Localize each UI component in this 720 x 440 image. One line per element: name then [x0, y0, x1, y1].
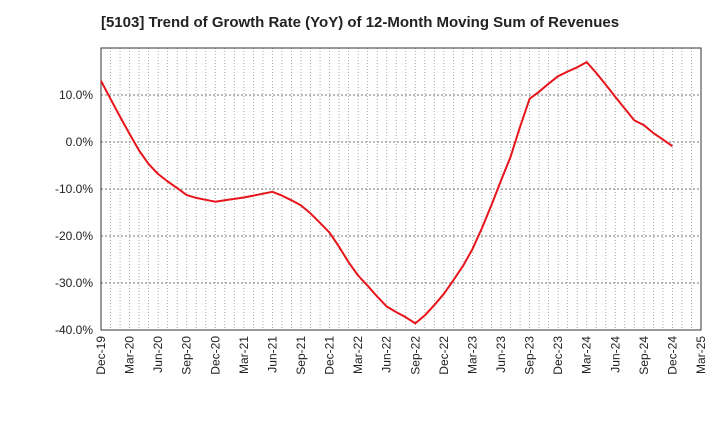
x-tick-label: Sep-23	[523, 336, 537, 375]
series-layer	[100, 61, 673, 325]
y-tick-label: -30.0%	[55, 276, 93, 290]
x-tick-label: Mar-24	[580, 336, 594, 374]
x-axis-tick-labels: Dec-19 Mar-20 Jun-20 Sep-20 Dec-20 Mar-21 Jun-…	[94, 336, 708, 375]
x-tick-label: Jun-21	[265, 336, 279, 373]
x-tick-label: Mar-22	[351, 336, 365, 374]
chart-title: [5103] Trend of Growth Rate (YoY) of 12-…	[100, 14, 620, 31]
x-tick-label: Sep-24	[637, 336, 651, 375]
x-tick-label: Dec-24	[665, 336, 679, 375]
x-tick-label: Dec-23	[551, 336, 565, 375]
x-tick-label: Mar-21	[237, 336, 251, 374]
x-tick-label: Sep-22	[408, 336, 422, 375]
y-tick-label: 10.0%	[59, 88, 93, 102]
series-line	[100, 61, 673, 325]
plot-area-border	[100, 47, 702, 331]
x-tick-label: Jun-24	[608, 336, 622, 373]
x-tick-label: Jun-23	[494, 336, 508, 373]
y-tick-label: 0.0%	[66, 135, 94, 149]
y-tick-label: -20.0%	[55, 229, 93, 243]
x-tick-label: Dec-21	[323, 336, 337, 375]
x-tick-label: Jun-22	[380, 336, 394, 373]
x-tick-label: Mar-20	[123, 336, 137, 374]
y-axis-tick-labels: -40.0% -30.0% -20.0% -10.0% 0.0% 10.0%	[55, 88, 93, 337]
y-tick-label: -40.0%	[55, 323, 93, 337]
x-tick-label: Sep-21	[294, 336, 308, 375]
x-tick-label: Mar-25	[694, 336, 708, 374]
x-tick-label: Dec-22	[437, 336, 451, 375]
x-tick-label: Mar-23	[465, 336, 479, 374]
x-tick-label: Sep-20	[180, 336, 194, 375]
y-tick-label: -10.0%	[55, 182, 93, 196]
horizontal-gridlines	[101, 94, 701, 284]
x-tick-label: Dec-20	[208, 336, 222, 375]
x-tick-label: Jun-20	[151, 336, 165, 373]
x-tick-label: Dec-19	[94, 336, 108, 375]
